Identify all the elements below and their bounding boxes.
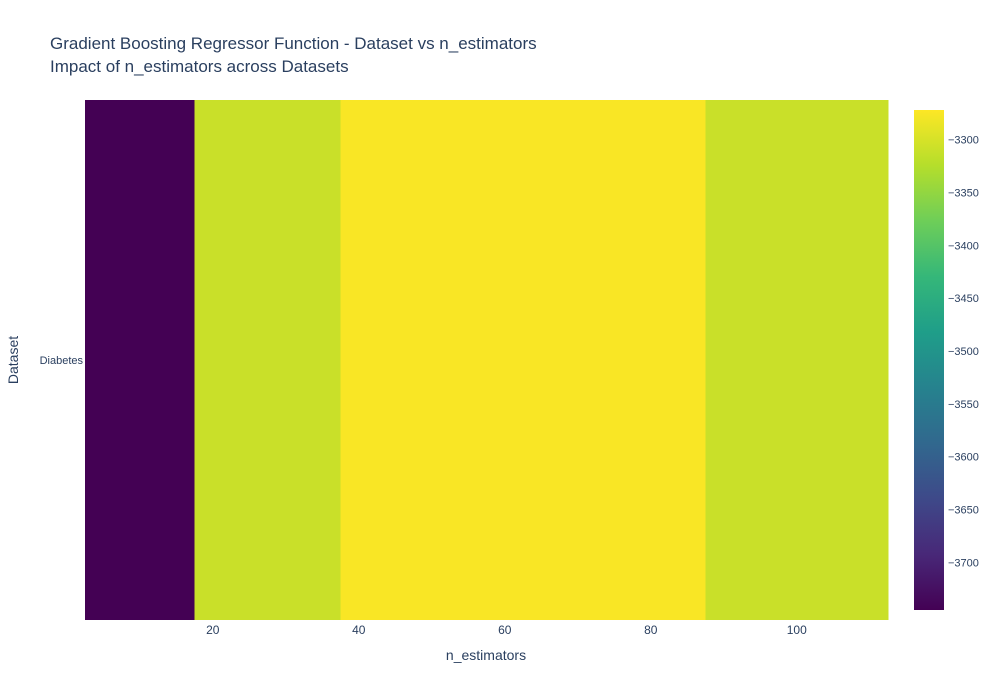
x-tick-label: 60: [498, 623, 512, 637]
x-tick-label: 40: [352, 623, 366, 637]
colorbar-tick-label: −3400: [948, 240, 979, 252]
heatmap-cell: [85, 100, 195, 620]
heatmap-cell: [194, 100, 341, 620]
colorbar-tick-label: −3550: [948, 399, 979, 411]
colorbar-tick-label: −3450: [948, 293, 979, 305]
heatmap-cell: [340, 100, 524, 620]
colorbar-tick-label: −3700: [948, 557, 979, 569]
colorbar-tick-label: −3350: [948, 187, 979, 199]
colorbar-tick-label: −3500: [948, 346, 979, 358]
heatmap-cell: [705, 100, 889, 620]
x-axis-ticks: 20 40 60 80 100: [206, 623, 807, 637]
y-axis-ticks: Diabetes: [40, 355, 84, 367]
x-tick-label: 100: [787, 623, 807, 637]
colorbar-tick-label: −3650: [948, 505, 979, 517]
colorbar: [914, 110, 944, 610]
colorbar-tick-label: −3600: [948, 452, 979, 464]
x-tick-label: 80: [644, 623, 658, 637]
x-axis-label: n_estimators: [446, 647, 526, 663]
chart-subtitle: Impact of n_estimators across Datasets: [50, 57, 349, 76]
colorbar-ticks: −3300 −3350 −3400 −3450 −3500 −3550 −3600 −3650…: [948, 135, 979, 570]
y-axis-label: Dataset: [5, 336, 21, 384]
chart-title: Gradient Boosting Regressor Function - D…: [50, 34, 537, 53]
y-tick-label: Diabetes: [40, 355, 84, 367]
x-tick-label: 20: [206, 623, 220, 637]
heatmap-cells: [85, 100, 889, 620]
heatmap-cell: [523, 100, 706, 620]
colorbar-tick-label: −3300: [948, 135, 979, 147]
